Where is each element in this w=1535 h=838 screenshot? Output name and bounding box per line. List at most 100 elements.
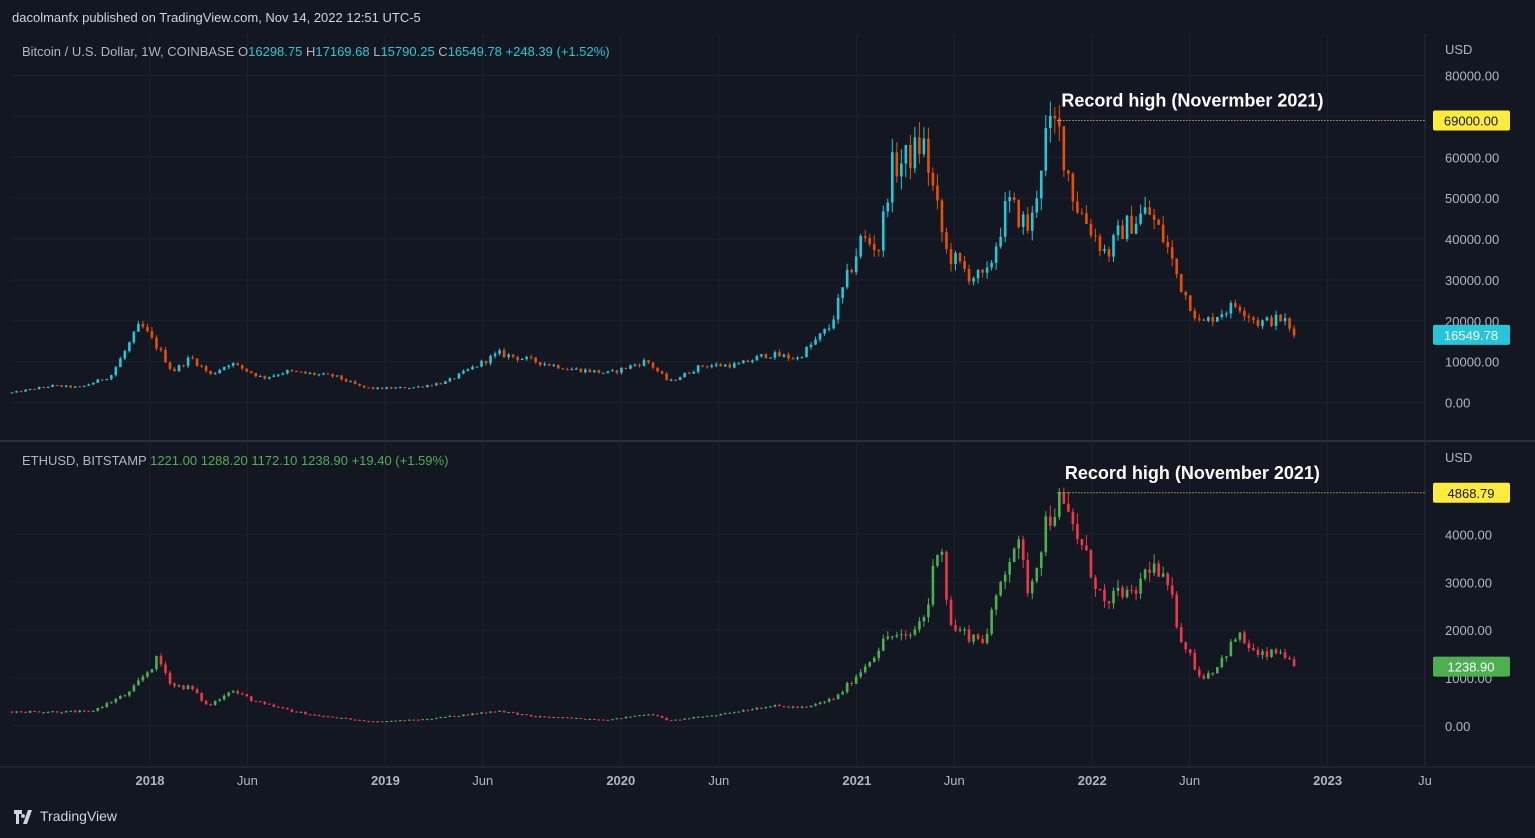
y-tick-label: 2000.00: [1445, 623, 1492, 638]
candle-body: [710, 365, 714, 368]
candle-body: [1085, 213, 1088, 224]
candle-body: [656, 367, 659, 372]
candle-body: [809, 705, 813, 708]
candle-body: [46, 386, 50, 388]
candle-body: [33, 388, 36, 390]
record-high-price-label: 4868.79: [1448, 486, 1495, 501]
legend-part: +19.40 (+1.59%): [352, 453, 449, 468]
candle-body: [471, 713, 474, 716]
candle-body: [55, 711, 59, 713]
candle-body: [340, 717, 343, 719]
legend-part: 1221.00: [150, 453, 201, 468]
candle-body: [407, 388, 411, 390]
candle-body: [1098, 588, 1102, 590]
candle-body: [1270, 317, 1273, 326]
candle-body: [10, 711, 14, 713]
candle-body: [529, 714, 533, 717]
candle-body: [936, 554, 939, 566]
time-axis-label: 2018: [136, 773, 165, 788]
candle-body: [290, 370, 294, 372]
candle-body: [1134, 223, 1138, 234]
candle-body: [719, 364, 723, 367]
candle-body: [769, 357, 772, 359]
chart-canvas[interactable]: 80000.0070000.0060000.0050000.0040000.00…: [0, 0, 1535, 796]
candle-body: [881, 211, 885, 251]
candle-body: [245, 694, 249, 697]
candle-body: [665, 717, 668, 721]
candle-body: [1265, 651, 1269, 657]
candle-body: [1202, 675, 1206, 679]
legend-part: Bitcoin / U.S. Dollar, 1W, COINBASE: [22, 44, 238, 59]
candle-body: [507, 354, 510, 358]
candle-body: [407, 719, 411, 721]
candle-body: [511, 354, 515, 357]
candle-body: [344, 379, 348, 382]
candle-body: [254, 700, 258, 702]
candle-body: [1039, 170, 1043, 199]
legend-part: ETHUSD, BITSTAMP: [22, 453, 150, 468]
candle-body: [1188, 649, 1192, 653]
last-price-label: 16549.78: [1444, 328, 1498, 343]
candle-body: [1143, 207, 1147, 214]
candle-body: [1067, 170, 1070, 174]
candle-body: [1139, 578, 1142, 594]
candle-body: [638, 364, 641, 366]
eth-legend: ETHUSD, BITSTAMP 1221.00 1288.20 1172.10…: [22, 453, 448, 468]
candle-body: [516, 712, 519, 715]
candle-body: [123, 695, 127, 697]
candle-body: [489, 356, 492, 364]
candle-body: [1184, 642, 1188, 650]
candle-body: [841, 692, 844, 695]
candle-body: [19, 711, 23, 713]
candle-body: [1193, 652, 1197, 670]
candle-body: [421, 386, 425, 388]
candle-body: [845, 682, 849, 693]
candle-body: [552, 364, 556, 366]
candle-body: [362, 720, 366, 722]
candle-body: [900, 163, 903, 177]
candle-body: [344, 717, 348, 719]
candle-body: [859, 236, 863, 257]
candle-body: [1166, 242, 1169, 248]
candle-body: [1252, 648, 1255, 651]
candle-body: [489, 711, 492, 713]
candle-body: [444, 381, 447, 384]
candle-body: [1216, 667, 1219, 674]
publish-header: dacolmanfx published on TradingView.com,…: [0, 0, 1535, 34]
candle-body: [272, 704, 276, 707]
candle-body: [832, 319, 835, 329]
candle-body: [976, 269, 980, 279]
candle-body: [845, 269, 849, 288]
candle-body: [1161, 224, 1165, 243]
candle-body: [222, 367, 226, 371]
candle-body: [376, 387, 379, 389]
candle-body: [787, 706, 790, 708]
candle-body: [647, 360, 650, 363]
candle-body: [313, 714, 316, 716]
candle-body: [796, 357, 799, 359]
candle-body: [1003, 574, 1007, 582]
candle-body: [687, 372, 691, 374]
candle-body: [958, 252, 962, 262]
time-axis-label: 2019: [371, 773, 400, 788]
footer-brand[interactable]: TradingView: [40, 808, 118, 824]
candle-body: [10, 392, 14, 394]
legend-part: 16549.78: [448, 44, 506, 59]
candle-body: [1247, 316, 1251, 318]
candle-body: [15, 711, 18, 713]
candle-body: [787, 354, 790, 359]
candle-body: [863, 666, 867, 673]
candle-body: [362, 385, 366, 388]
candle-body: [827, 328, 831, 330]
candle-body: [565, 369, 569, 371]
candle-body: [1234, 639, 1237, 642]
candle-body: [1193, 310, 1197, 319]
candle-body: [746, 360, 750, 363]
candle-body: [128, 691, 131, 696]
candle-body: [457, 716, 461, 718]
candle-body: [1062, 492, 1066, 504]
candle-body: [877, 250, 881, 252]
candle-body: [218, 699, 221, 702]
candle-body: [981, 639, 984, 643]
candle-body: [1274, 649, 1278, 654]
